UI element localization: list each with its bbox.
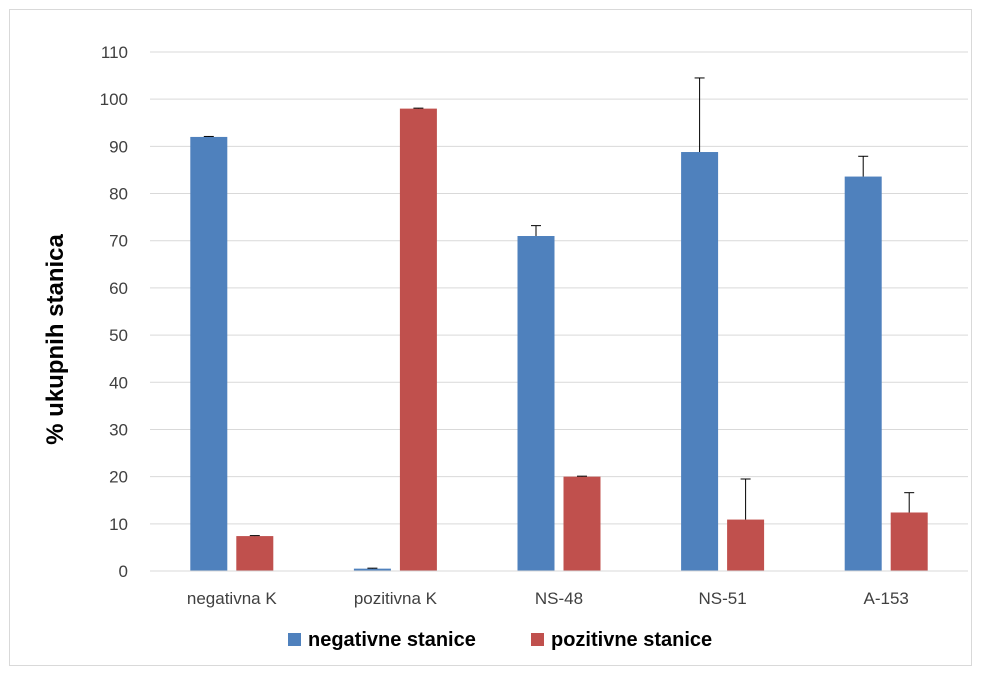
bar-positive <box>727 519 765 571</box>
y-tick-label: 10 <box>109 515 128 534</box>
y-axis-title: % ukupnih stanica <box>42 233 69 444</box>
legend-label: pozitivne stanice <box>551 629 712 651</box>
y-tick-label: 0 <box>119 562 128 581</box>
bar-positive <box>563 476 601 571</box>
legend: negativne stanice pozitivne stanice <box>288 629 712 651</box>
bar-negative <box>844 176 882 571</box>
legend-label: negativne stanice <box>308 629 476 651</box>
y-tick-label: 80 <box>109 185 128 204</box>
bars <box>190 108 928 572</box>
bar-negative <box>190 136 228 571</box>
bar-negative <box>353 568 391 571</box>
x-tick-label: NS-48 <box>535 589 583 608</box>
legend-swatch <box>531 633 544 646</box>
chart-frame <box>9 9 972 666</box>
y-tick-label: 100 <box>100 90 128 109</box>
y-tick-label: 60 <box>109 279 128 298</box>
y-tick-label: 20 <box>109 468 128 487</box>
y-tick-label: 30 <box>109 420 128 439</box>
y-tick-label: 40 <box>109 373 128 392</box>
y-tick-label: 70 <box>109 232 128 251</box>
bar-negative <box>681 152 719 571</box>
x-tick-label: pozitivna K <box>354 589 438 608</box>
x-tick-label: NS-51 <box>699 589 747 608</box>
x-axis-tick-labels: negativna K pozitivna K NS-48 NS-51 A-153 <box>187 589 909 608</box>
y-tick-label: 110 <box>101 43 128 62</box>
x-tick-label: A-153 <box>864 589 909 608</box>
legend-swatch <box>288 633 301 646</box>
error-bars <box>203 77 915 569</box>
bar-negative <box>517 236 555 571</box>
bar-positive <box>399 108 437 572</box>
y-tick-label: 50 <box>109 326 128 345</box>
y-axis-tick-labels: 0 10 20 30 40 50 60 70 80 90 100 110 <box>100 43 128 581</box>
y-tick-label: 90 <box>109 137 128 156</box>
bar-positive <box>890 512 928 571</box>
x-tick-label: negativna K <box>187 589 277 608</box>
bar-positive <box>236 536 274 571</box>
gridlines <box>150 51 968 525</box>
